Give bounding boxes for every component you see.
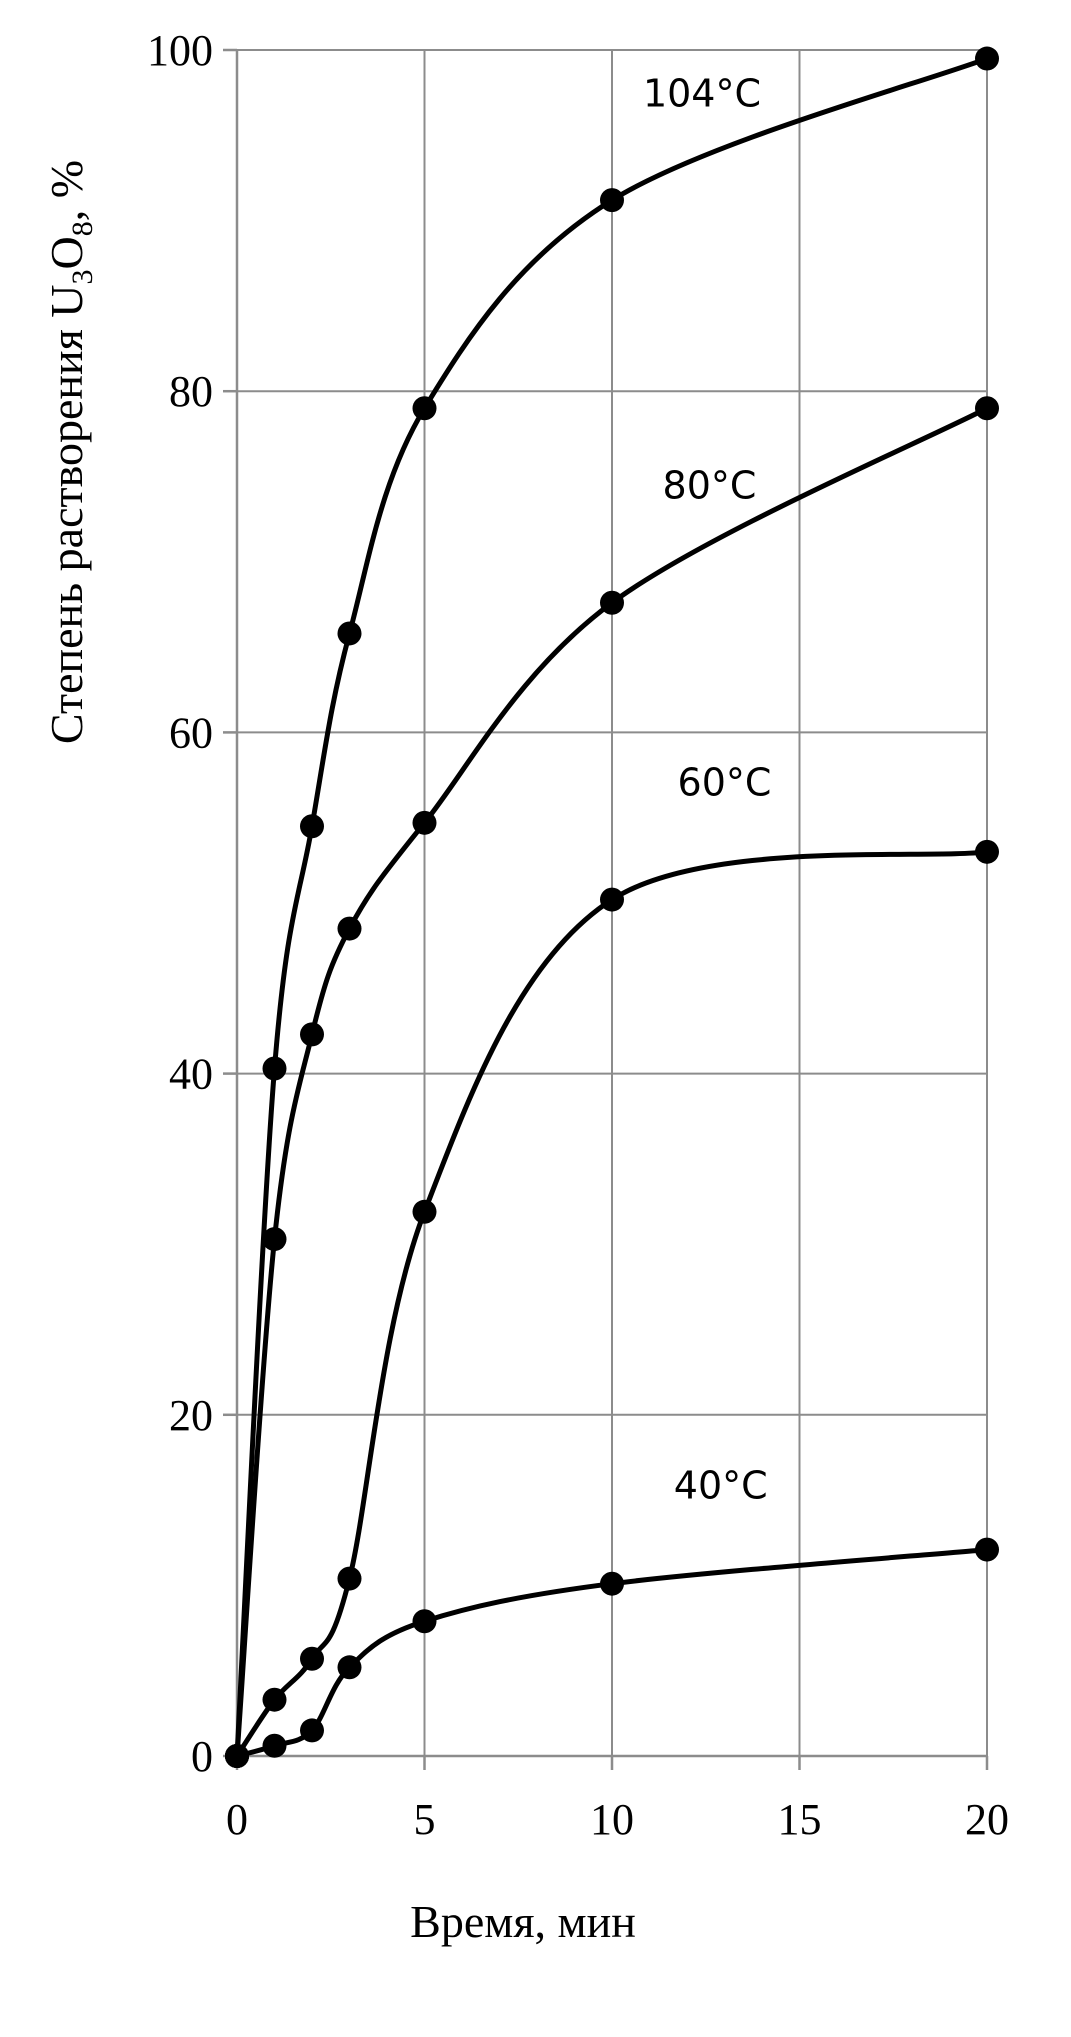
y-axis-title-part-3: , %: [41, 160, 92, 221]
data-point-3-5: [600, 1571, 624, 1596]
data-point-3-3: [337, 1655, 362, 1680]
axes: [223, 48, 989, 1770]
series-line-3: [236, 1547, 988, 1759]
data-point-0-1: [262, 1056, 287, 1081]
y-tick-label-0: 0: [191, 1732, 213, 1781]
data-point-2-4: [412, 1199, 437, 1224]
y-axis-title-part-2: O: [41, 236, 92, 269]
data-point-0-3: [337, 621, 362, 646]
y-axis-title-part-1: Степень растворения U: [41, 284, 92, 744]
data-point-0-6: [975, 46, 999, 71]
series-1: [225, 396, 999, 1768]
data-point-2-3: [337, 1566, 362, 1591]
series-label-3: 40°C: [674, 1463, 768, 1507]
series-label-0: 104°C: [643, 71, 761, 115]
x-tick-label-1: 5: [414, 1795, 436, 1844]
series-line-2: [234, 849, 988, 1758]
data-point-2-1: [262, 1687, 287, 1712]
data-point-1-1: [262, 1227, 287, 1252]
data-point-3-4: [412, 1609, 437, 1634]
data-point-2-6: [975, 839, 999, 864]
data-point-3-6: [975, 1537, 999, 1562]
data-point-1-5: [600, 590, 624, 615]
y-tick-label-2: 40: [169, 1050, 213, 1099]
x-tick-label-0: 0: [226, 1795, 248, 1844]
data-point-0-4: [412, 396, 437, 421]
x-tick-label-3: 15: [778, 1795, 822, 1844]
data-point-1-6: [975, 396, 999, 421]
data-point-0-2: [300, 814, 324, 839]
data-point-2-5: [600, 887, 624, 912]
annotations: 104°C 80°C 60°C 40°C: [643, 71, 771, 1507]
y-tick-label-5: 100: [147, 26, 213, 75]
data-point-1-2: [300, 1022, 324, 1047]
data-point-3-0: [225, 1744, 249, 1768]
data-point-3-1: [262, 1733, 287, 1758]
data-point-1-3: [337, 916, 362, 941]
data-point-0-5: [600, 188, 624, 213]
x-tick-label-2: 10: [590, 1795, 634, 1844]
x-axis-title: Время, мин: [410, 1896, 636, 1947]
x-tick-label-4: 20: [965, 1795, 1009, 1844]
y-tick-label-1: 20: [169, 1391, 213, 1440]
data-point-3-2: [300, 1718, 324, 1743]
series-label-2: 60°C: [678, 761, 772, 805]
series-group: [225, 46, 999, 1768]
data-point-2-2: [300, 1646, 324, 1671]
y-axis-title-sub-2: 8: [66, 221, 99, 236]
tick-labels: 0 20 40 60 80 100 0 5 10 15 20: [147, 26, 1009, 1844]
series-3: [225, 1537, 999, 1768]
y-tick-label-3: 60: [169, 708, 213, 757]
series-label-1: 80°C: [663, 464, 757, 508]
y-axis-title: Степень растворения U3O8, %: [41, 160, 99, 744]
y-tick-label-4: 80: [169, 367, 213, 416]
y-axis-title-sub-1: 3: [66, 269, 99, 284]
data-point-1-4: [412, 810, 437, 835]
